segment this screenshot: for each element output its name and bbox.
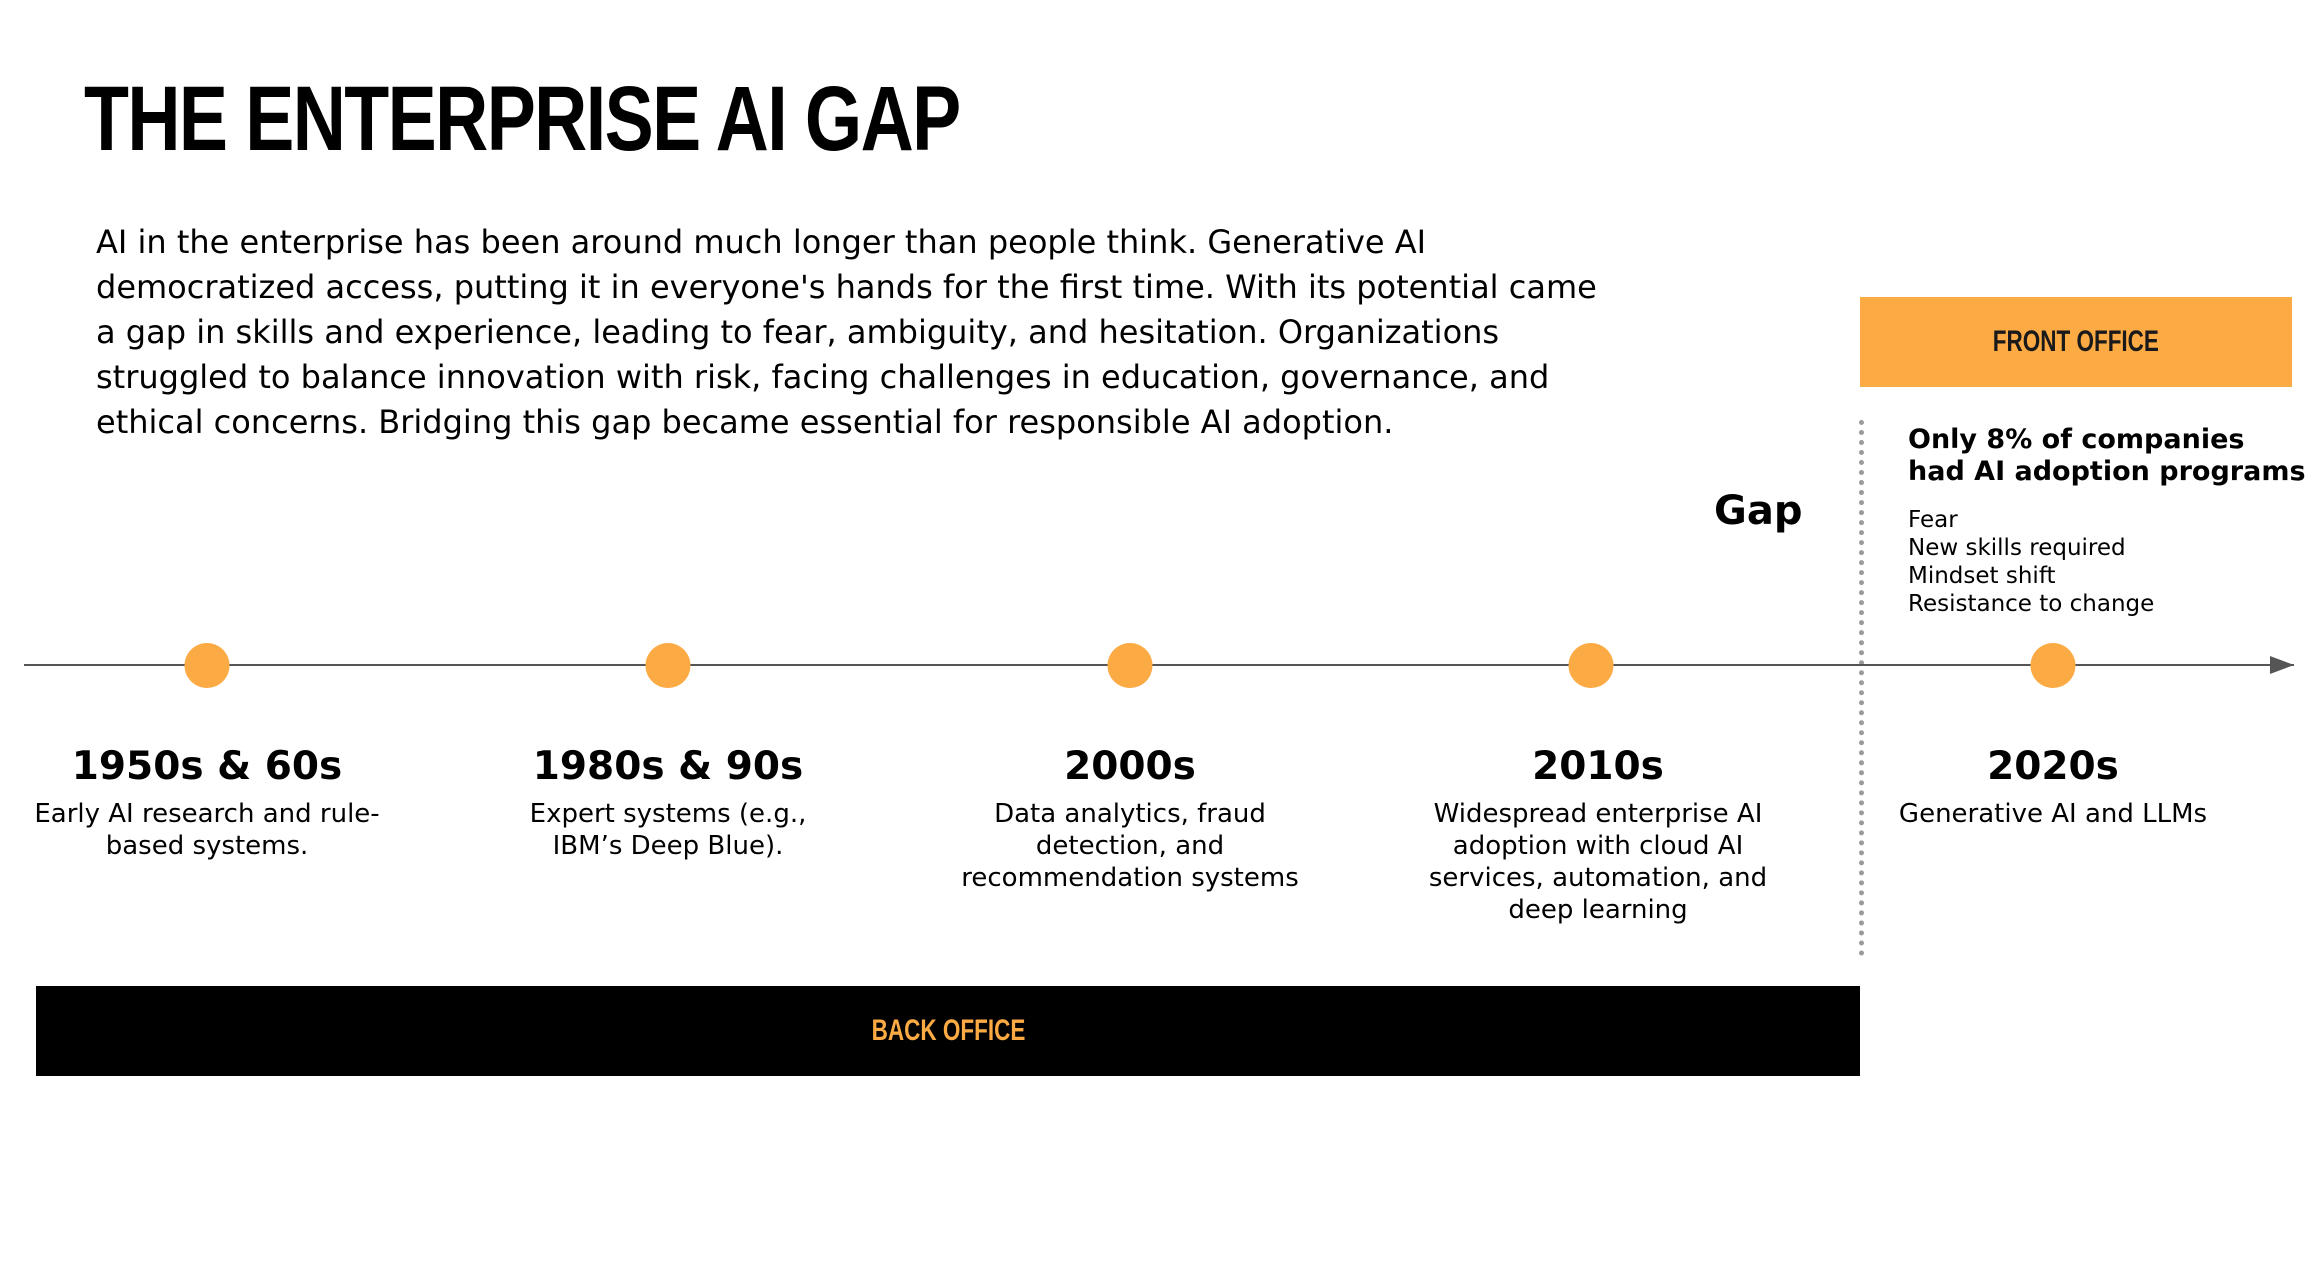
- era-label: 1950s & 60s: [71, 744, 343, 789]
- era-2010s: 2010s Widespread enterprise AI adoption …: [1423, 742, 1773, 926]
- era-description: Early AI research and rule-based systems…: [34, 799, 380, 861]
- timeline-dot-2010s: [1568, 643, 1614, 688]
- era-description: Generative AI and LLMs: [1898, 799, 2208, 829]
- era-description: Widespread enterprise AI adoption with c…: [1428, 799, 1768, 925]
- gap-label: Gap: [1714, 488, 1803, 534]
- challenge-item: Fear: [1908, 507, 1958, 533]
- challenge-list: Fear New skills required Mindset shift R…: [1908, 506, 2308, 618]
- era-1950s: 1950s & 60s Early AI research and rule-b…: [27, 742, 387, 862]
- adoption-stat: Only 8% of companies had AI adoption pro…: [1908, 424, 2306, 487]
- back-office-label: BACK OFFICE: [871, 1014, 1025, 1047]
- page-title: THE ENTERPRISE AI GAP: [84, 68, 961, 170]
- challenge-item: Resistance to change: [1908, 591, 2155, 617]
- timeline-axis: [24, 664, 2294, 666]
- era-description: Expert systems (e.g., IBM’s Deep Blue).: [529, 799, 807, 861]
- era-label: 2020s: [1987, 744, 2119, 789]
- timeline-dot-1980s: [645, 643, 691, 688]
- gap-divider: [1859, 420, 1864, 956]
- era-label: 2010s: [1532, 744, 1664, 789]
- front-office-label: FRONT OFFICE: [1992, 325, 2160, 358]
- era-1980s: 1980s & 90s Expert systems (e.g., IBM’s …: [518, 742, 818, 862]
- era-description: Data analytics, fraud detection, and rec…: [961, 799, 1299, 893]
- front-office-banner: FRONT OFFICE: [1860, 297, 2292, 387]
- era-label: 2000s: [1064, 744, 1196, 789]
- challenge-item: Mindset shift: [1908, 563, 2056, 589]
- timeline-dot-2000s: [1107, 643, 1153, 688]
- front-office-details: Only 8% of companies had AI adoption pro…: [1908, 424, 2308, 618]
- intro-paragraph: AI in the enterprise has been around muc…: [96, 223, 1597, 441]
- era-label: 1980s & 90s: [532, 744, 804, 789]
- challenge-item: New skills required: [1908, 535, 2126, 561]
- back-office-banner: BACK OFFICE: [36, 986, 1860, 1076]
- era-2000s: 2000s Data analytics, fraud detection, a…: [960, 742, 1300, 894]
- timeline-dot-2020s: [2030, 643, 2076, 688]
- timeline-dot-1950s: [184, 643, 230, 688]
- timeline-arrow-icon: [2270, 656, 2294, 674]
- era-2020s: 2020s Generative AI and LLMs: [1853, 742, 2253, 830]
